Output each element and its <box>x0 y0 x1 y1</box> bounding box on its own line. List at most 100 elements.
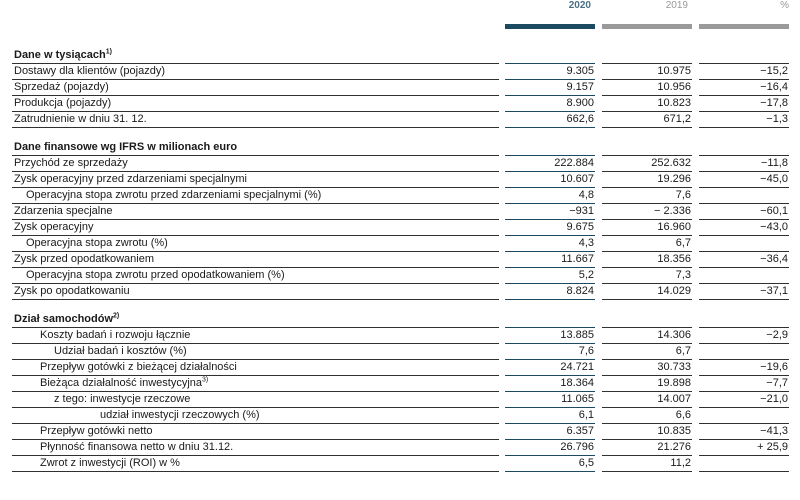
row-label-text: Przychód ze sprzedaży <box>14 157 128 169</box>
value-2019: 16.960 <box>657 221 691 233</box>
row-divider <box>12 111 499 112</box>
row-divider <box>699 187 789 188</box>
row-divider <box>602 127 692 128</box>
row-label-text: Przepływ gotówki z bieżącej działalności <box>40 361 237 373</box>
row-divider <box>505 407 595 408</box>
row-divider <box>602 79 692 80</box>
row-divider <box>505 455 595 456</box>
header-bar-percent <box>699 24 789 29</box>
value-2020: 26.796 <box>560 441 594 453</box>
value-2019: 19.296 <box>657 173 691 185</box>
row-divider <box>699 391 789 392</box>
row-divider <box>699 219 789 220</box>
table-row: Produkcja (pojazdy) 8.900 10.823 −17,8 <box>12 96 789 112</box>
value-2019: 11,2 <box>670 457 691 469</box>
row-label-text: Przepływ gotówki netto <box>40 425 153 437</box>
row-divider <box>699 299 789 300</box>
table-row: Zatrudnienie w dniu 31. 12. 662,6 671,2 −1,… <box>12 112 789 128</box>
row-divider <box>12 391 499 392</box>
table-row: Dostawy dla klientów (pojazdy) 9.305 10.97… <box>12 64 789 80</box>
row-label: Dostawy dla klientów (pojazdy) <box>14 65 165 77</box>
row-divider <box>505 471 595 472</box>
row-divider <box>699 283 789 284</box>
row-label-text: Dostawy dla klientów (pojazdy) <box>14 65 166 77</box>
table-row: Operacyjna stopa zwrotu przed zdarzeniam… <box>12 188 789 204</box>
row-divider <box>505 391 595 392</box>
value-percent-change: −15,2 <box>760 65 788 77</box>
row-divider <box>505 127 595 128</box>
row-label-text: Zysk operacyjny <box>14 221 94 233</box>
row-label: Operacyjna stopa zwrotu przed zdarzeniam… <box>26 189 321 201</box>
row-label: Płynność finansowa netto w dniu 31.12. <box>40 441 233 453</box>
row-divider <box>699 375 789 376</box>
value-2020: 4,3 <box>578 237 594 249</box>
row-label: Dział samochodów2) <box>14 312 119 325</box>
value-2019: − 2.336 <box>653 205 691 217</box>
row-divider <box>12 63 499 64</box>
value-2019: 10.975 <box>657 65 691 77</box>
row-divider <box>505 95 595 96</box>
row-label: Produkcja (pojazdy) <box>14 97 111 109</box>
row-divider <box>12 327 499 328</box>
row-label-text: Koszty badań i rozwoju łącznie <box>40 329 191 341</box>
row-divider <box>602 359 692 360</box>
value-2019: 14.007 <box>657 393 691 405</box>
row-divider <box>699 111 789 112</box>
row-label-text: Zdarzenia specjalne <box>14 205 113 217</box>
row-divider <box>505 343 595 344</box>
row-label: Przepływ gotówki netto <box>40 425 153 437</box>
row-label-text: Produkcja (pojazdy) <box>14 97 112 109</box>
row-divider <box>505 267 595 268</box>
value-2020: 9.305 <box>566 65 594 77</box>
row-divider <box>505 171 595 172</box>
value-2020: 13.885 <box>560 329 594 341</box>
column-header-2019: 2019 <box>665 0 688 11</box>
value-2019: 18.356 <box>657 253 691 265</box>
row-divider <box>505 251 595 252</box>
row-divider <box>602 327 692 328</box>
row-label-text: Płynność finansowa netto w dniu 31.12. <box>40 441 234 453</box>
row-divider <box>505 219 595 220</box>
table-row: Przychód ze sprzedaży 222.884 252.632 −11,8 <box>12 156 789 172</box>
row-label-text: Zysk przed opodatkowaniem <box>14 253 155 265</box>
row-divider <box>12 359 499 360</box>
table-row: Operacyjna stopa zwrotu (%) 4,3 6,7 <box>12 236 789 252</box>
value-percent-change: −21,0 <box>760 393 788 405</box>
row-divider <box>602 187 692 188</box>
row-label: Zysk operacyjny <box>14 221 93 233</box>
row-divider <box>602 455 692 456</box>
section-header-row: Dział samochodów2) <box>12 312 789 328</box>
value-2020: 662,6 <box>566 113 594 125</box>
row-divider <box>602 407 692 408</box>
table-row: Udział badań i kosztów (%) 7,6 6,7 <box>12 344 789 360</box>
row-divider <box>505 203 595 204</box>
table-row: Zwrot z inwestycji (ROI) w % 6,5 11,2 <box>12 456 789 472</box>
row-divider <box>505 155 595 156</box>
row-label: udział inwestycji rzeczowych (%) <box>100 409 260 421</box>
table-row: Bieżąca działalność inwestycyjna3) 18.364… <box>12 376 789 392</box>
row-divider <box>602 299 692 300</box>
row-label-text: Operacyjna stopa zwrotu przed opodatkowa… <box>26 269 285 281</box>
row-divider <box>12 95 499 96</box>
row-divider <box>12 423 499 424</box>
value-percent-change: −36,4 <box>760 253 788 265</box>
row-label-text: z tego: inwestycje rzeczowe <box>54 393 191 405</box>
row-divider <box>12 203 499 204</box>
table-row: Zysk operacyjny przed zdarzeniami specja… <box>12 172 789 188</box>
header-bar-2019 <box>602 24 692 29</box>
row-divider <box>505 187 595 188</box>
row-label-text: Zysk operacyjny przed zdarzeniami specja… <box>14 173 247 185</box>
table-row: z tego: inwestycje rzeczowe 11.065 14.007 −… <box>12 392 789 408</box>
row-divider <box>602 219 692 220</box>
table-row: Sprzedaż (pojazdy) 9.157 10.956 −16,4 <box>12 80 789 96</box>
row-divider <box>602 471 692 472</box>
row-divider <box>699 407 789 408</box>
value-2020: 11.065 <box>561 393 594 405</box>
table-row: Płynność finansowa netto w dniu 31.12. 26… <box>12 440 789 456</box>
row-divider <box>699 359 789 360</box>
value-2020: 4,8 <box>578 189 594 201</box>
row-divider <box>602 235 692 236</box>
value-percent-change: −16,4 <box>760 81 788 93</box>
row-label: Koszty badań i rozwoju łącznie <box>40 329 190 341</box>
value-2019: 10.835 <box>657 425 691 437</box>
